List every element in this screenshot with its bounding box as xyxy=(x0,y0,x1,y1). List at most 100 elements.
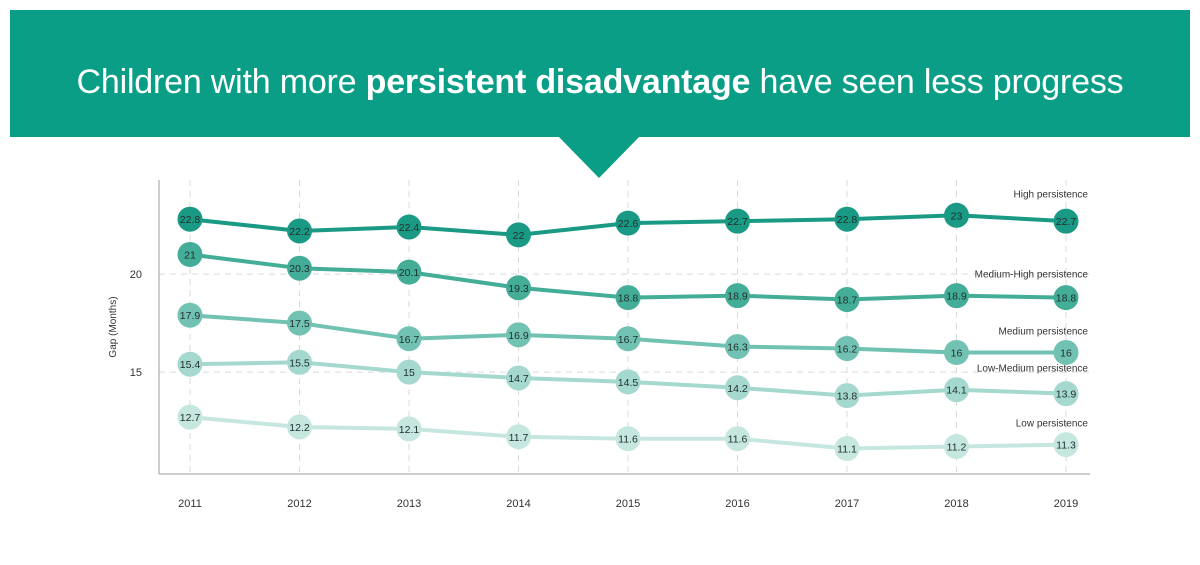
data-point-medium-persistence-2016 xyxy=(725,334,750,360)
data-point-low-persistence-2018 xyxy=(944,434,969,460)
data-point-medium-persistence-2015 xyxy=(615,326,641,352)
series-medium-persistence: 17.9 17.5 16.7 16.9 16.7 16.3 16.2 16 16 Medium p… xyxy=(177,302,1089,365)
data-label-low-persistence-2015: 11.6 xyxy=(618,434,638,446)
title-part-1: Children with more xyxy=(76,63,366,101)
data-label-medium-persistence-2016: 16.3 xyxy=(727,342,748,354)
data-point-medium-high-persistence-2015 xyxy=(615,285,641,311)
banner-pointer xyxy=(558,136,640,178)
y-tick-label-15: 15 xyxy=(130,367,142,379)
data-point-low-persistence-2015 xyxy=(615,426,641,452)
data-label-medium-high-persistence-2012: 20.3 xyxy=(289,263,310,275)
data-point-low-medium-persistence-2013 xyxy=(396,359,422,385)
title-emphasis: persistent disadvantage xyxy=(365,63,751,101)
x-tick-label-2018: 2018 xyxy=(944,498,968,510)
data-label-low-persistence-2012: 12.2 xyxy=(289,422,310,434)
x-tick-label-2019: 2019 xyxy=(1054,498,1078,510)
data-point-medium-persistence-2014 xyxy=(506,322,531,348)
data-label-high-persistence-2013: 22.4 xyxy=(399,222,420,234)
data-point-low-medium-persistence-2012 xyxy=(287,349,312,375)
data-label-low-persistence-2018: 11.2 xyxy=(947,442,967,454)
data-point-high-persistence-2013 xyxy=(396,214,422,240)
title-banner: Children with more persistent disadvanta… xyxy=(10,10,1190,137)
series-label-low-medium-persistence: Low-Medium persistence xyxy=(977,364,1089,375)
data-label-high-persistence-2016: 22.7 xyxy=(727,216,748,228)
data-point-low-medium-persistence-2016 xyxy=(725,375,750,401)
data-point-low-persistence-2011 xyxy=(177,404,203,430)
y-axis-title: Gap (Months) xyxy=(108,296,119,357)
data-point-medium-high-persistence-2019 xyxy=(1053,285,1079,311)
series-label-high-persistence: High persistence xyxy=(1014,189,1089,200)
data-label-low-persistence-2017: 11.1 xyxy=(837,444,857,456)
data-label-low-persistence-2019: 11.3 xyxy=(1056,440,1076,452)
data-label-medium-high-persistence-2011: 21 xyxy=(184,249,196,261)
data-point-high-persistence-2011 xyxy=(177,206,203,232)
data-label-low-medium-persistence-2016: 14.2 xyxy=(727,383,748,395)
data-point-low-medium-persistence-2014 xyxy=(506,365,531,391)
data-label-low-medium-persistence-2014: 14.7 xyxy=(508,373,529,385)
data-label-high-persistence-2017: 22.8 xyxy=(837,214,858,226)
x-tick-label-2014: 2014 xyxy=(506,498,530,510)
data-point-low-medium-persistence-2011 xyxy=(177,351,203,377)
data-label-medium-high-persistence-2019: 18.8 xyxy=(1056,293,1077,305)
data-label-low-persistence-2011: 12.7 xyxy=(180,412,201,424)
data-label-low-persistence-2013: 12.1 xyxy=(399,424,420,436)
series-label-medium-high-persistence: Medium-High persistence xyxy=(975,270,1089,281)
series-high-persistence: 22.8 22.2 22.4 22 22.6 22.7 22.8 23 22.7 High per… xyxy=(177,189,1089,248)
data-point-medium-persistence-2018 xyxy=(944,339,969,365)
series-medium-high-persistence: 21 20.3 20.1 19.3 18.8 18.9 18.7 18.9 18.8 Medium… xyxy=(177,241,1089,313)
data-label-medium-persistence-2013: 16.7 xyxy=(399,334,420,346)
data-point-medium-persistence-2019 xyxy=(1053,339,1079,365)
data-label-medium-high-persistence-2015: 18.8 xyxy=(618,293,639,305)
data-label-low-medium-persistence-2013: 15 xyxy=(403,367,415,379)
data-point-high-persistence-2015 xyxy=(615,210,641,236)
data-label-low-persistence-2014: 11.7 xyxy=(509,432,529,444)
data-point-medium-high-persistence-2014 xyxy=(506,275,531,301)
data-label-low-medium-persistence-2019: 13.9 xyxy=(1056,389,1077,401)
data-point-low-medium-persistence-2019 xyxy=(1053,381,1079,407)
data-point-medium-high-persistence-2011 xyxy=(177,241,203,267)
data-label-high-persistence-2018: 23 xyxy=(951,210,963,222)
data-label-medium-persistence-2019: 16 xyxy=(1060,347,1072,359)
data-point-medium-persistence-2012 xyxy=(287,310,312,336)
data-label-high-persistence-2011: 22.8 xyxy=(180,214,201,226)
data-point-medium-high-persistence-2017 xyxy=(834,287,860,313)
data-label-low-persistence-2016: 11.6 xyxy=(728,434,748,446)
data-label-high-persistence-2012: 22.2 xyxy=(289,226,310,238)
data-point-low-medium-persistence-2018 xyxy=(944,377,969,403)
series-low-persistence: 12.7 12.2 12.1 11.7 11.6 11.6 11.1 11.2 11.3 Low … xyxy=(177,404,1088,462)
data-point-low-persistence-2017 xyxy=(834,436,860,462)
data-point-low-persistence-2014 xyxy=(506,424,531,450)
data-point-medium-persistence-2011 xyxy=(177,302,203,328)
data-label-high-persistence-2015: 22.6 xyxy=(618,218,639,230)
data-point-high-persistence-2017 xyxy=(834,206,860,232)
data-point-high-persistence-2014 xyxy=(506,222,531,248)
data-point-high-persistence-2019 xyxy=(1053,208,1079,234)
data-point-medium-high-persistence-2012 xyxy=(287,255,312,281)
x-tick-label-2012: 2012 xyxy=(287,498,311,510)
x-tick-label-2016: 2016 xyxy=(725,498,749,510)
data-point-low-persistence-2013 xyxy=(396,416,422,442)
data-label-medium-persistence-2014: 16.9 xyxy=(508,330,529,342)
data-label-medium-persistence-2015: 16.7 xyxy=(618,334,639,346)
data-label-medium-persistence-2018: 16 xyxy=(951,347,963,359)
chart-title: Children with more persistent disadvanta… xyxy=(10,60,1190,104)
data-point-medium-persistence-2013 xyxy=(396,326,422,352)
y-tick-label-20: 20 xyxy=(130,269,142,281)
data-point-medium-high-persistence-2016 xyxy=(725,283,750,309)
data-point-low-medium-persistence-2015 xyxy=(615,369,641,395)
data-point-high-persistence-2018 xyxy=(944,202,969,228)
data-point-medium-high-persistence-2013 xyxy=(396,259,422,285)
title-part-2: have seen less progress xyxy=(750,63,1124,101)
data-label-low-medium-persistence-2011: 15.4 xyxy=(180,359,201,371)
data-label-medium-persistence-2012: 17.5 xyxy=(289,318,310,330)
data-label-low-medium-persistence-2012: 15.5 xyxy=(289,357,310,369)
x-tick-label-2017: 2017 xyxy=(835,498,859,510)
data-point-high-persistence-2012 xyxy=(287,218,312,244)
data-label-low-medium-persistence-2018: 14.1 xyxy=(946,385,967,397)
series-label-medium-persistence: Medium persistence xyxy=(999,326,1089,337)
series-low-medium-persistence: 15.4 15.5 15 14.7 14.5 14.2 13.8 14.1 13.9 Low-Me… xyxy=(177,349,1089,409)
data-point-low-persistence-2012 xyxy=(287,414,312,440)
data-label-medium-persistence-2011: 17.9 xyxy=(180,310,201,322)
data-point-high-persistence-2016 xyxy=(725,208,750,234)
